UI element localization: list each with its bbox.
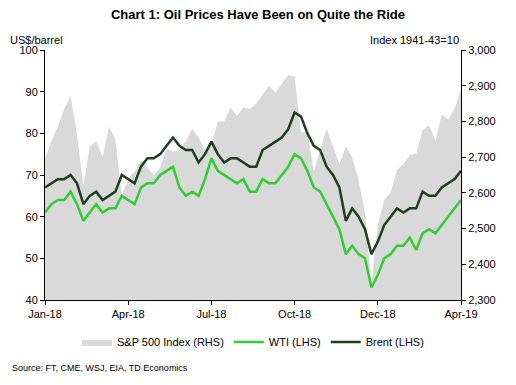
svg-text:2,600: 2,600 bbox=[468, 187, 496, 199]
svg-text:3,000: 3,000 bbox=[468, 44, 496, 56]
svg-text:100: 100 bbox=[19, 44, 37, 56]
svg-text:2,500: 2,500 bbox=[468, 222, 496, 234]
svg-text:60: 60 bbox=[26, 211, 38, 223]
svg-text:50: 50 bbox=[26, 252, 38, 264]
svg-text:Index 1941-43=10: Index 1941-43=10 bbox=[370, 34, 459, 46]
svg-text:Apr-18: Apr-18 bbox=[112, 308, 145, 320]
svg-text:Chart 1: Oil Prices Have Been: Chart 1: Oil Prices Have Been on Quite t… bbox=[111, 7, 405, 22]
svg-text:Oct-18: Oct-18 bbox=[278, 308, 311, 320]
svg-text:WTI (LHS): WTI (LHS) bbox=[269, 336, 321, 348]
svg-text:2,700: 2,700 bbox=[468, 151, 496, 163]
svg-text:2,300: 2,300 bbox=[468, 294, 496, 306]
svg-text:2,900: 2,900 bbox=[468, 80, 496, 92]
svg-text:Jul-18: Jul-18 bbox=[196, 308, 226, 320]
svg-text:Source: FT, CME, WSJ, EIA, TD: Source: FT, CME, WSJ, EIA, TD Economics bbox=[12, 363, 188, 373]
svg-text:US$/barrel: US$/barrel bbox=[10, 34, 63, 46]
svg-text:90: 90 bbox=[26, 86, 38, 98]
svg-text:S&P 500 Index (RHS): S&P 500 Index (RHS) bbox=[117, 336, 224, 348]
svg-text:Apr-19: Apr-19 bbox=[444, 308, 477, 320]
svg-text:Brent (LHS): Brent (LHS) bbox=[366, 336, 424, 348]
svg-text:80: 80 bbox=[26, 127, 38, 139]
svg-text:Dec-18: Dec-18 bbox=[360, 308, 395, 320]
svg-text:Jan-18: Jan-18 bbox=[28, 308, 62, 320]
svg-text:40: 40 bbox=[26, 294, 38, 306]
svg-text:2,800: 2,800 bbox=[468, 115, 496, 127]
svg-text:70: 70 bbox=[26, 169, 38, 181]
svg-text:2,400: 2,400 bbox=[468, 258, 496, 270]
